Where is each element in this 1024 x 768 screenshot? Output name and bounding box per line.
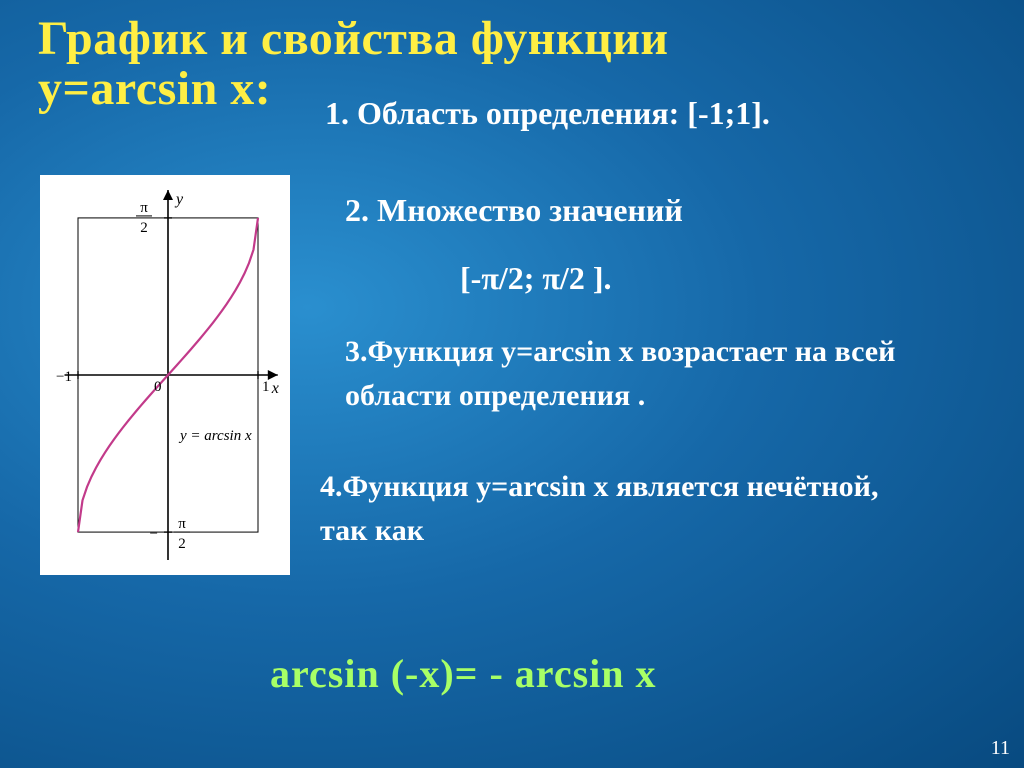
property-2-value: [-π/2; π/2 ]. [460, 260, 611, 297]
svg-text:1: 1 [262, 379, 270, 395]
svg-text:π: π [140, 200, 148, 216]
page-number: 11 [991, 737, 1010, 760]
svg-text:2: 2 [140, 220, 148, 236]
svg-text:−1: −1 [56, 369, 72, 385]
arcsin-graph-svg: y x 0 −1 1 π 2 − π 2 y = arcsin x [43, 178, 287, 572]
svg-text:0: 0 [154, 379, 162, 395]
svg-text:y = arcsin x: y = arcsin x [178, 428, 252, 444]
property-3: 3.Функция y=arcsin x возрастает на всей … [345, 330, 905, 417]
title-line1: График и свойства функции [38, 12, 669, 65]
svg-text:π: π [178, 516, 186, 532]
svg-text:x: x [271, 380, 279, 397]
svg-text:y: y [174, 191, 184, 208]
svg-text:−: − [150, 526, 158, 542]
svg-text:2: 2 [178, 536, 186, 552]
title-line2: y=arcsin x: [38, 62, 271, 115]
property-4: 4.Функция y=arcsin x является нечётной, … [320, 465, 880, 552]
property-2-heading: 2. Множество значений [345, 192, 683, 229]
property-1: 1. Область определения: [-1;1]. [325, 95, 770, 132]
identity-formula: arcsin (-x)= - arcsin x [270, 650, 657, 697]
arcsin-graph: y x 0 −1 1 π 2 − π 2 y = arcsin x [40, 175, 290, 575]
